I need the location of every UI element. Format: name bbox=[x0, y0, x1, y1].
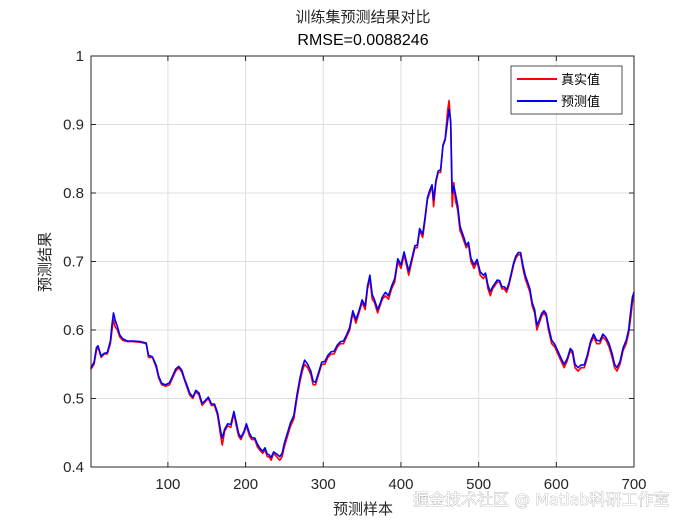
y-axis-label: 预测结果 bbox=[36, 232, 54, 292]
x-tick-label: 400 bbox=[388, 476, 413, 493]
legend-label-pred: 预测值 bbox=[561, 94, 600, 110]
x-tick-label: 700 bbox=[621, 476, 646, 493]
chart-title: 训练集预测结果对比 bbox=[295, 8, 430, 26]
x-axis-label: 预测样本 bbox=[333, 500, 393, 518]
series-line-pred bbox=[90, 108, 635, 459]
chart-subtitle: RMSE=0.0088246 bbox=[297, 32, 428, 49]
y-tick-label: 0.6 bbox=[63, 322, 84, 339]
x-axis-ticks: 100 200 300 400 500 600 700 bbox=[155, 56, 647, 493]
watermark: 掘金技术社区 @ Matlab科研工作室 bbox=[413, 490, 669, 509]
y-tick-label: 0.5 bbox=[63, 391, 84, 408]
legend-label-true: 真实值 bbox=[561, 72, 600, 88]
x-tick-label: 100 bbox=[155, 476, 180, 493]
y-tick-label: 0.8 bbox=[63, 185, 84, 202]
series-lines bbox=[90, 99, 635, 461]
legend-box bbox=[510, 65, 623, 115]
y-tick-label: 0.9 bbox=[63, 117, 84, 134]
x-tick-label: 300 bbox=[311, 476, 336, 493]
y-axis-ticks: 0.4 0.5 0.6 0.7 0.8 0.9 1 bbox=[63, 48, 634, 476]
x-tick-label: 600 bbox=[544, 476, 569, 493]
y-tick-label: 1 bbox=[76, 48, 84, 65]
y-tick-label: 0.7 bbox=[63, 254, 84, 271]
y-tick-label: 0.4 bbox=[63, 459, 84, 476]
legend: 真实值 预测值 bbox=[510, 65, 623, 115]
x-tick-label: 200 bbox=[233, 476, 258, 493]
x-tick-label: 500 bbox=[466, 476, 491, 493]
